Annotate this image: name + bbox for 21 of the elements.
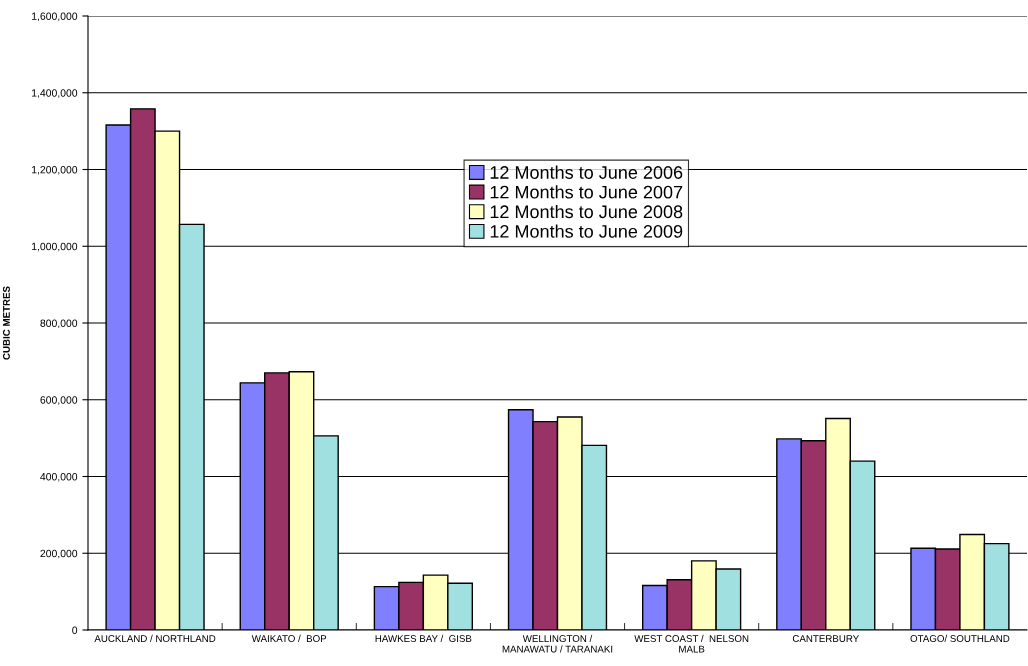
x-tick-label: WELLINGTON / MANAWATU / TARANAKI xyxy=(502,634,613,653)
y-tick-label: 600,000 xyxy=(40,396,78,405)
y-tick-label: 400,000 xyxy=(40,473,78,482)
x-tick-label: HAWKES BAY / GISB xyxy=(375,634,472,642)
legend-label: 12 Months to June 2009 xyxy=(490,224,683,238)
y-tick-label: 200,000 xyxy=(40,549,78,559)
x-tick-label: AUCKLAND / NORTHLAND xyxy=(94,634,216,642)
legend-label: 12 Months to June 2008 xyxy=(490,204,683,219)
x-tick-label: WAIKATO / BOP xyxy=(251,634,327,642)
y-tick-label: 1,600,000 xyxy=(32,12,78,22)
y-tick-label: 1,000,000 xyxy=(32,242,78,252)
x-tick-label: WEST COAST / NELSON MALB xyxy=(634,634,749,653)
y-axis-title: CUBIC METRES xyxy=(3,286,10,360)
x-tick-label: CANTERBURY xyxy=(792,635,859,642)
legend-label: 12 Months to June 2006 xyxy=(490,165,683,179)
y-tick-label: 1,400,000 xyxy=(32,89,78,98)
x-tick-label: OTAGO/ SOUTHLAND xyxy=(910,634,1010,642)
legend-label: 12 Months to June 2007 xyxy=(490,185,683,199)
y-tick-label: 0 xyxy=(72,626,78,634)
y-tick-label: 800,000 xyxy=(40,319,78,329)
y-tick-label: 1,200,000 xyxy=(32,166,78,175)
